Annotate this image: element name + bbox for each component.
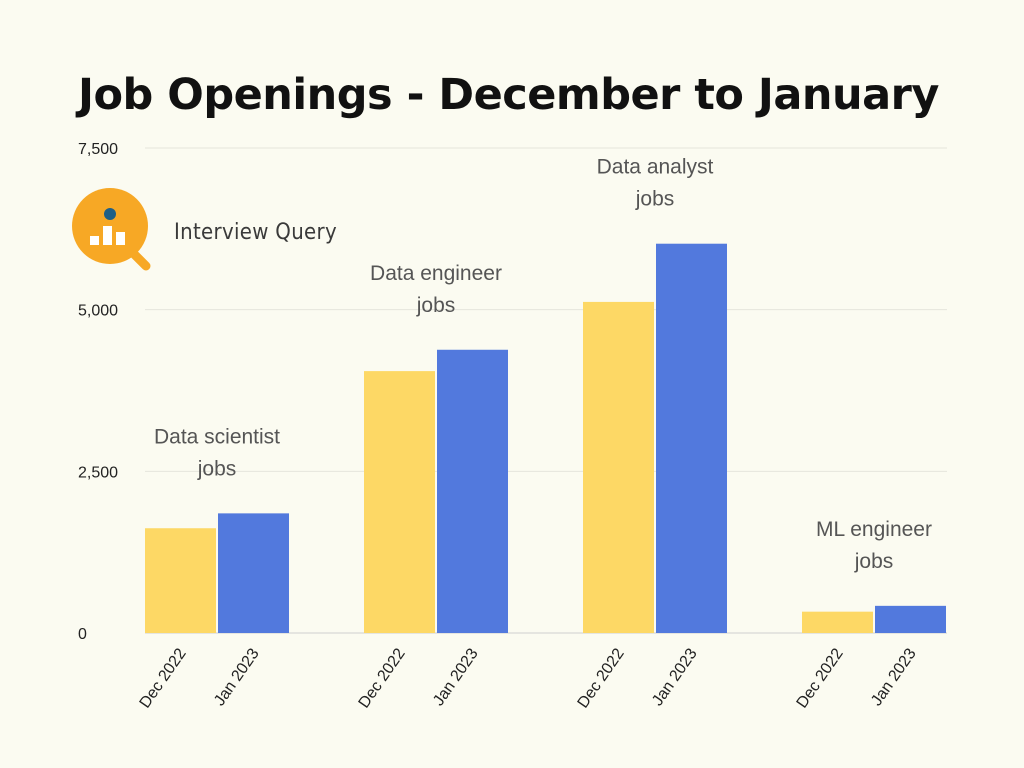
x-tick-label: Jan 2023: [211, 645, 263, 709]
x-tick-label: Dec 2022: [137, 645, 190, 711]
y-tick-label: 7,500: [78, 141, 118, 158]
bar-dec-2022: [364, 371, 435, 633]
x-tick-label: Dec 2022: [356, 645, 409, 711]
x-tick-label: Jan 2023: [649, 645, 701, 709]
y-tick-label: 5,000: [78, 303, 118, 320]
x-tick-label: Jan 2023: [868, 645, 920, 709]
bar-dec-2022: [802, 611, 873, 633]
magnifier-bar-chart-icon: [72, 188, 151, 271]
group-label: jobs: [416, 294, 456, 317]
group-label: ML engineer: [816, 518, 932, 541]
bar-jan-2023: [437, 349, 508, 633]
chart-title: Job Openings - December to January: [78, 70, 939, 120]
x-tick-label: Dec 2022: [794, 645, 847, 711]
y-tick-label: 2,500: [78, 464, 118, 481]
y-tick-label: 0: [78, 626, 87, 643]
bar-jan-2023: [656, 243, 727, 633]
bar-dec-2022: [583, 301, 654, 633]
group-label: Data scientist: [154, 425, 280, 448]
group-label: jobs: [635, 188, 675, 211]
x-tick-label: Jan 2023: [430, 645, 482, 709]
group-label: jobs: [854, 550, 894, 573]
bar-jan-2023: [875, 605, 946, 633]
brand-name: Interview Query: [174, 219, 337, 245]
group-label: Data analyst: [597, 156, 714, 179]
group-label: jobs: [197, 457, 237, 480]
x-tick-label: Dec 2022: [575, 645, 628, 711]
group-label: Data engineer: [370, 262, 502, 285]
bar-jan-2023: [218, 513, 289, 633]
bar-dec-2022: [145, 528, 216, 633]
brand-logo: Interview Query: [70, 186, 337, 272]
